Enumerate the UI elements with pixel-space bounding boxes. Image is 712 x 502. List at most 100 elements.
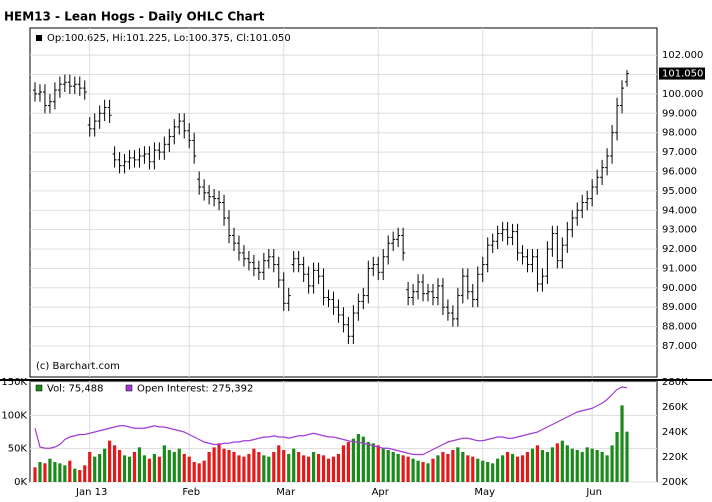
volume-bar xyxy=(43,463,47,482)
y2-tick-label: 280K xyxy=(662,377,688,388)
volume-bar xyxy=(162,445,166,482)
volume-bar xyxy=(491,463,495,482)
volume-bar xyxy=(341,445,346,482)
volume-bar xyxy=(391,452,395,482)
volume-bar xyxy=(481,460,485,482)
volume-bar xyxy=(431,458,435,482)
volume-bar xyxy=(53,462,57,482)
volume-bar xyxy=(103,448,107,482)
volume-bar xyxy=(83,465,87,482)
legend-swatch xyxy=(36,35,42,41)
volume-bar xyxy=(625,431,629,482)
volume-bar xyxy=(570,448,574,482)
volume-bar xyxy=(272,452,276,482)
volume-bar xyxy=(68,460,72,482)
y-tick-label: 90.000 xyxy=(662,283,697,294)
volume-bar xyxy=(580,452,584,482)
volume-bar xyxy=(510,454,515,482)
y2-tick-label: 200K xyxy=(662,477,688,488)
volume-bar xyxy=(297,452,301,482)
volume-bar xyxy=(496,458,500,482)
y-tick-label: 99.000 xyxy=(662,108,697,119)
y-tick-label: 95.000 xyxy=(662,186,697,197)
volume-bar xyxy=(361,436,365,482)
y-tick-label: 88.000 xyxy=(662,322,697,333)
y-tick-label: 87.000 xyxy=(662,341,697,352)
legend-label: Vol: 75,488 xyxy=(47,384,104,395)
volume-bar xyxy=(292,448,296,482)
volume-bar xyxy=(406,456,410,482)
volume-bar xyxy=(540,450,545,482)
y-tick-label: 98.000 xyxy=(662,128,697,139)
volume-bar xyxy=(476,458,480,482)
volume-bar xyxy=(506,452,510,482)
volume-bar xyxy=(610,445,614,482)
volume-bar xyxy=(560,440,564,482)
volume-bar xyxy=(142,455,147,482)
y-tick-label: 50K xyxy=(8,444,28,455)
volume-bar xyxy=(411,458,415,482)
volume-bar xyxy=(127,456,132,482)
y2-tick-label: 220K xyxy=(662,452,688,463)
y-tick-label: 102.000 xyxy=(662,50,703,61)
volume-bar xyxy=(600,452,604,482)
volume-bar xyxy=(187,456,191,482)
volume-bar xyxy=(451,450,455,482)
volume-bar xyxy=(326,458,331,482)
volume-bar xyxy=(456,447,460,482)
volume-bar xyxy=(152,454,156,482)
y-tick-label: 93.000 xyxy=(662,225,697,236)
volume-bar xyxy=(376,445,380,482)
volume-bar xyxy=(381,448,385,482)
volume-bar xyxy=(227,450,231,482)
x-tick-label: Feb xyxy=(182,487,200,498)
volume-bar xyxy=(471,456,475,482)
volume-bar xyxy=(197,463,201,482)
volume-bar xyxy=(331,456,336,482)
volume-bar xyxy=(277,445,281,482)
volume-bar xyxy=(336,454,341,482)
volume-bar xyxy=(177,448,181,482)
volume-bar xyxy=(535,445,540,482)
volume-bar xyxy=(167,450,171,482)
volume-bar xyxy=(33,467,37,482)
volume-bar xyxy=(147,458,152,482)
legend-swatch xyxy=(125,384,133,392)
volume-bar xyxy=(217,443,221,482)
volume-bar xyxy=(446,454,450,482)
chart-title: HEM13 - Lean Hogs - Daily OHLC Chart xyxy=(4,10,265,24)
watermark: (c) Barchart.com xyxy=(36,361,120,372)
volume-bar xyxy=(550,447,554,482)
volume-bar xyxy=(595,450,599,482)
y-tick-label: 150K xyxy=(1,377,27,388)
x-tick-label: May xyxy=(474,487,495,498)
open-interest-line xyxy=(34,386,628,456)
volume-bar xyxy=(346,442,351,482)
volume-bar xyxy=(282,450,286,482)
last-price-box xyxy=(659,67,705,80)
volume-bar xyxy=(605,455,609,482)
volume-bar xyxy=(252,448,256,482)
volume-bar xyxy=(441,452,445,482)
volume-bar xyxy=(356,434,360,482)
volume-bar xyxy=(396,454,400,482)
volume-bar xyxy=(426,463,430,482)
volume-bar xyxy=(555,443,559,482)
volume-bar xyxy=(122,455,127,482)
volume-bar xyxy=(207,452,211,482)
x-tick-label: Mar xyxy=(276,487,296,498)
volume-bar xyxy=(247,454,251,482)
volume-bar xyxy=(108,440,112,482)
volume-bar xyxy=(117,450,122,482)
volume-bar xyxy=(257,452,261,482)
volume-bar xyxy=(565,445,569,482)
volume-bar xyxy=(321,455,326,482)
volume-bar xyxy=(436,455,440,482)
volume-bar xyxy=(461,452,465,482)
ohlc-legend: Op:100.625, Hi:101.225, Lo:100.375, Cl:1… xyxy=(47,33,291,44)
volume-bar xyxy=(421,462,425,482)
volume-bar xyxy=(88,452,92,482)
volume-bar xyxy=(98,454,102,482)
volume-bar xyxy=(520,455,525,482)
